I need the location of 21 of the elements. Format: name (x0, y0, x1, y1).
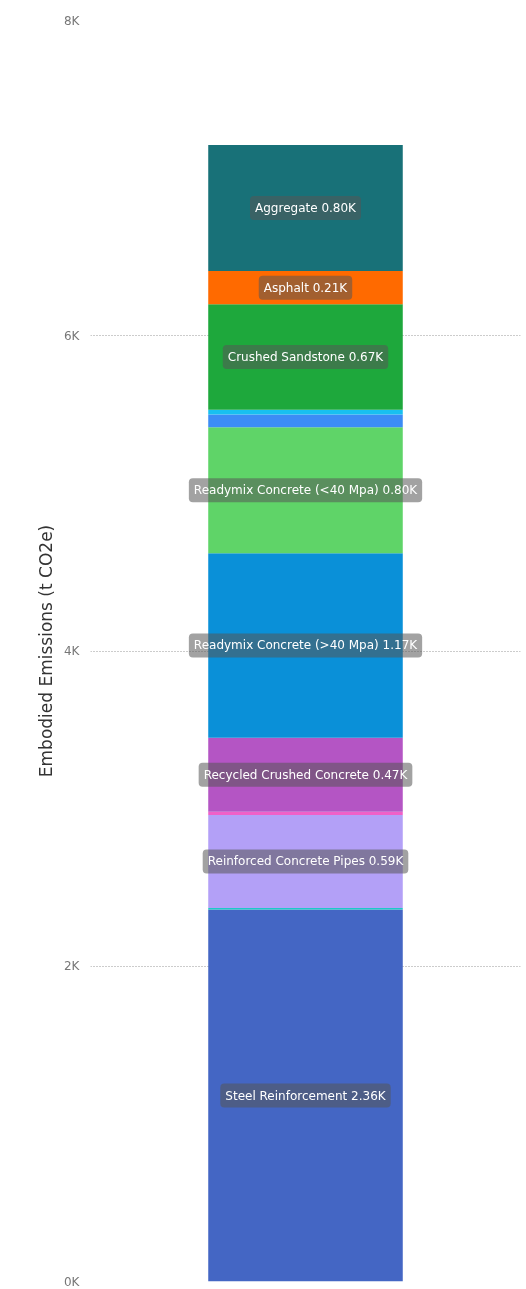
y-tick-label: 6K (64, 328, 81, 343)
text: Asphalt 0.21K (263, 280, 348, 295)
bar (208, 271, 403, 305)
y-axis-title: Embodied Emissions (t CO2e) (36, 524, 56, 778)
bar (208, 145, 403, 272)
bar (208, 414, 403, 428)
bar (208, 409, 403, 415)
y-tick-label: 2K (64, 959, 81, 974)
bar (208, 811, 403, 815)
text: Reinforced Concrete Pipes 0.59K (207, 854, 404, 869)
y-tick-label: 0K (64, 1274, 81, 1289)
text: Recycled Crushed Concrete 0.47K (203, 767, 408, 782)
text: Steel Reinforcement 2.36K (225, 1088, 386, 1103)
text: Crushed Sandstone 0.67K (227, 350, 384, 365)
text: Aggregate 0.80K (255, 201, 356, 216)
text: Readymix Concrete (<40 Mpa) 0.80K (193, 483, 418, 498)
text: Readymix Concrete (>40 Mpa) 1.17K (193, 638, 418, 653)
y-tick-label: 4K (64, 644, 81, 658)
y-tick-label: 8K (64, 13, 81, 28)
bar (208, 304, 403, 410)
bar (208, 909, 403, 1282)
